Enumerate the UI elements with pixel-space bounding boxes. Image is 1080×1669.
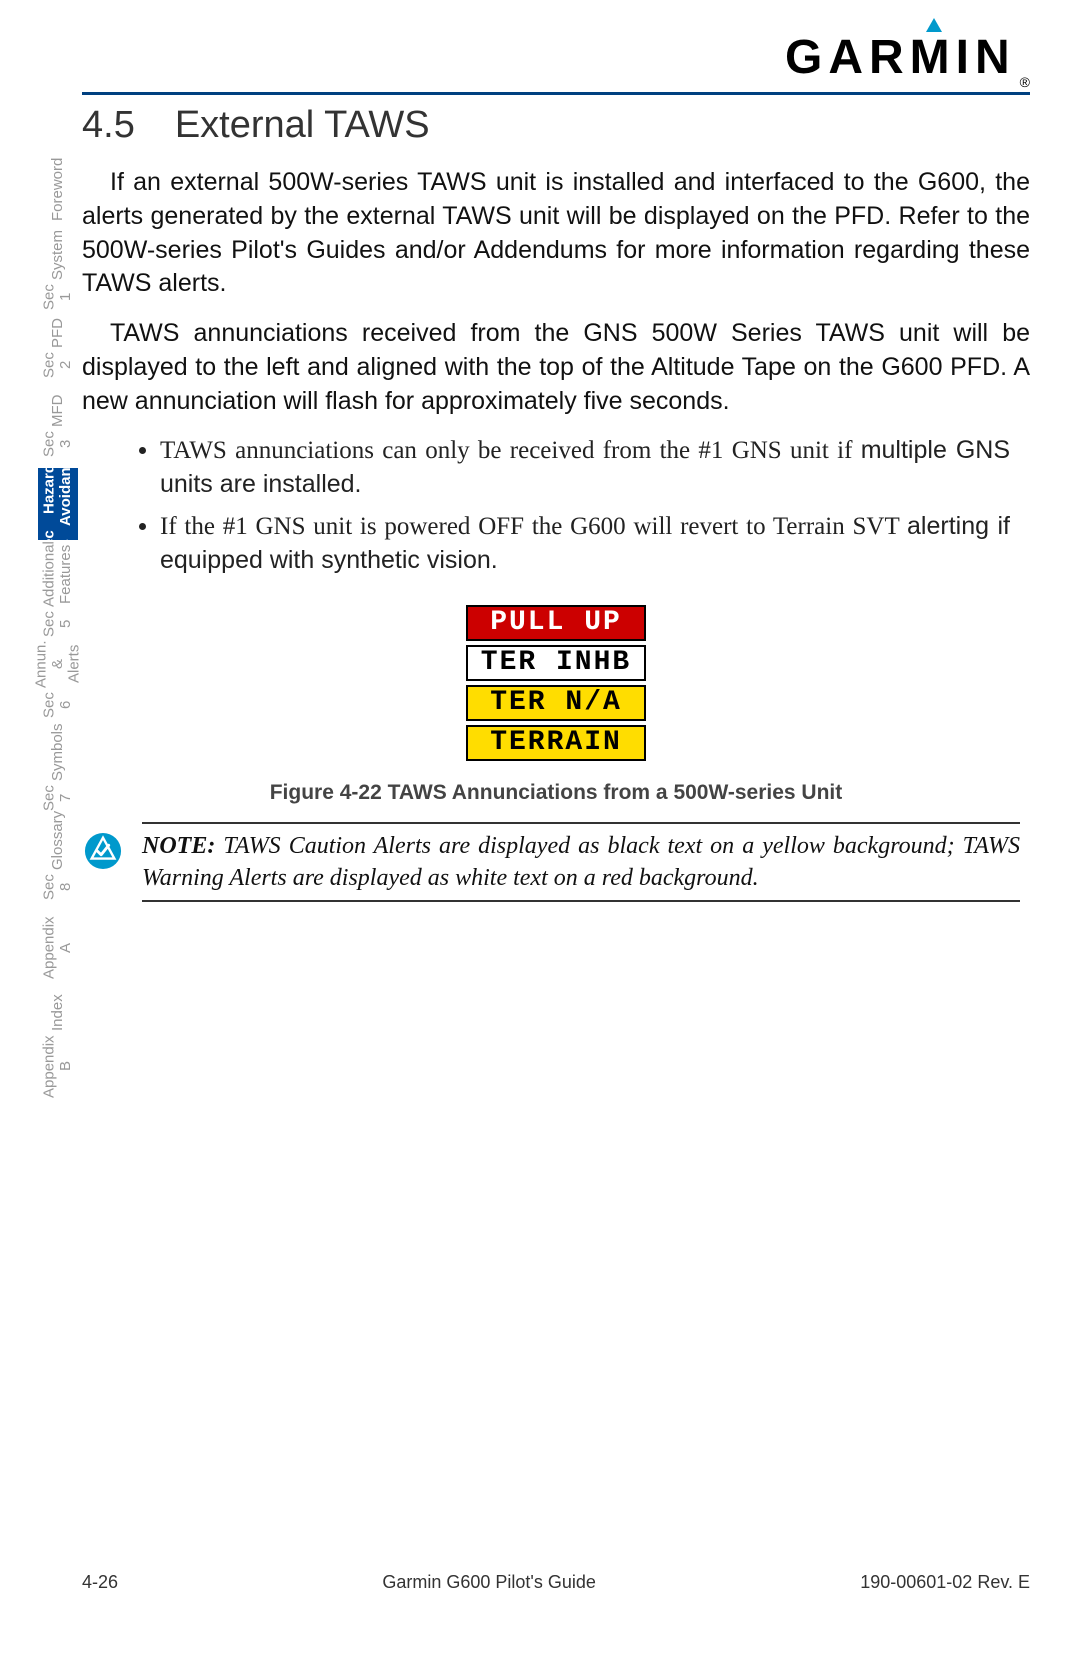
tab-line2: PFD bbox=[50, 318, 67, 348]
note-check-icon bbox=[84, 832, 122, 870]
annunciation-ter-inhb: TER INHB bbox=[466, 645, 646, 681]
logo-text: GARMIN bbox=[785, 30, 1016, 85]
paragraph-2: TAWS annunciations received from the GNS… bbox=[82, 317, 1030, 418]
registered-mark: ® bbox=[1020, 74, 1030, 90]
note-label: NOTE: bbox=[142, 833, 215, 859]
side-tab[interactable]: Appendix A bbox=[38, 902, 78, 994]
section-title: External TAWS bbox=[175, 104, 430, 146]
tab-line2: Annun. & Alerts bbox=[33, 640, 83, 688]
tab-line1: Sec 8 bbox=[42, 874, 75, 900]
bullet-item: TAWS annunciations can only be received … bbox=[160, 434, 1010, 502]
annunciation-ter-na: TER N/A bbox=[466, 685, 646, 721]
figure-caption: Figure 4-22 TAWS Annunciations from a 50… bbox=[82, 779, 1030, 807]
tab-line2: Glossary bbox=[50, 810, 67, 869]
tab-line1: Sec 7 bbox=[42, 785, 75, 811]
tab-line1: Appendix B bbox=[42, 1035, 75, 1098]
section-number: 4.5 bbox=[82, 104, 135, 146]
header-rule bbox=[82, 92, 1030, 95]
page-footer: 4-26 Garmin G600 Pilot's Guide 190-00601… bbox=[82, 1572, 1030, 1593]
body-content: If an external 500W-series TAWS unit is … bbox=[82, 166, 1030, 902]
tab-line2: Symbols bbox=[50, 723, 67, 781]
bullet-serif: TAWS annunciations can only be received … bbox=[160, 437, 861, 464]
note-block: NOTE: TAWS Caution Alerts are displayed … bbox=[142, 822, 1020, 903]
tab-line2: MFD bbox=[50, 395, 67, 428]
annunciation-stack: PULL UP TER INHB TER N/A TERRAIN bbox=[466, 605, 646, 761]
side-tab[interactable]: Sec 5Additional Features bbox=[38, 546, 78, 632]
section-heading: 4.5 External TAWS bbox=[82, 104, 430, 147]
tab-line1: Sec 6 bbox=[42, 692, 75, 718]
side-tab[interactable]: Sec 2 PFD bbox=[38, 312, 78, 384]
annunciation-terrain: TERRAIN bbox=[466, 725, 646, 761]
tab-line1: Sec 1 bbox=[42, 284, 75, 310]
tab-line1: Sec 2 bbox=[42, 352, 75, 378]
side-tab[interactable]: Sec 7 Symbols bbox=[38, 726, 78, 808]
logo-delta-icon bbox=[926, 18, 942, 32]
footer-rev: 190-00601-02 Rev. E bbox=[860, 1572, 1030, 1593]
note-body: TAWS Caution Alerts are displayed as bla… bbox=[142, 833, 1020, 891]
tab-line1: Sec 5 bbox=[42, 611, 75, 637]
side-tab[interactable]: Appendix BIndex bbox=[38, 1000, 78, 1092]
footer-title: Garmin G600 Pilot's Guide bbox=[382, 1572, 596, 1593]
side-tabs: ForewordSec 1SystemSec 2PFDSec 3MFDSec 4… bbox=[38, 150, 78, 1098]
page-number: 4-26 bbox=[82, 1572, 118, 1593]
note-text: NOTE: TAWS Caution Alerts are displayed … bbox=[142, 830, 1020, 895]
tab-line2: Hazard Avoidance bbox=[42, 451, 75, 526]
bullet-serif: If the #1 GNS unit is powered OFF the G6… bbox=[160, 513, 907, 540]
paragraph-1: If an external 500W-series TAWS unit is … bbox=[82, 166, 1030, 301]
tab-line2: Foreword bbox=[50, 157, 67, 220]
side-tab[interactable]: Foreword bbox=[38, 150, 78, 228]
side-tab[interactable]: Sec 6Annun. & Alerts bbox=[38, 638, 78, 720]
tab-line2: System bbox=[50, 230, 67, 280]
side-tab[interactable]: Sec 4Hazard Avoidance bbox=[38, 468, 78, 540]
tab-line2: Additional Features bbox=[42, 541, 75, 607]
brand-logo: GARMIN ® bbox=[785, 30, 1030, 85]
side-tab[interactable]: Sec 1System bbox=[38, 234, 78, 306]
annunciation-pull-up: PULL UP bbox=[466, 605, 646, 641]
tab-line2: Appendix A bbox=[42, 912, 75, 984]
bullet-item: If the #1 GNS unit is powered OFF the G6… bbox=[160, 510, 1010, 578]
side-tab[interactable]: Sec 8Glossary bbox=[38, 814, 78, 896]
tab-line2: Index bbox=[50, 994, 67, 1031]
bullet-list: TAWS annunciations can only be received … bbox=[160, 434, 1010, 577]
